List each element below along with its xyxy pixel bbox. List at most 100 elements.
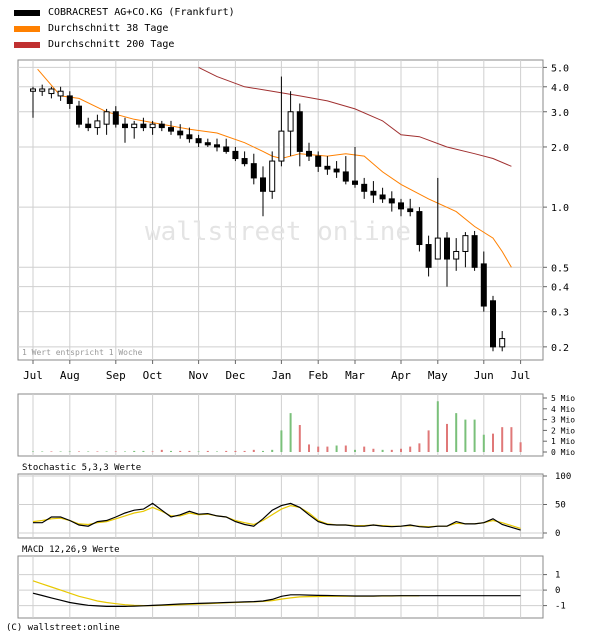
legend-swatch-ma200 — [14, 42, 40, 48]
volume-bar — [363, 446, 366, 452]
volume-y-tick-label: 4 Mio — [551, 405, 575, 414]
candle-body — [361, 183, 368, 192]
volume-bar — [372, 448, 375, 452]
legend-swatch-price — [14, 10, 40, 16]
candle-body — [66, 95, 73, 104]
chart-legend: COBRACREST AG+CO.KG (Frankfurt) Durchsch… — [0, 0, 600, 54]
price-x-tick-label: Dec — [225, 369, 245, 382]
volume-bar — [298, 425, 301, 452]
volume-y-tick-label: 1 Mio — [551, 437, 575, 446]
candle-body — [149, 123, 156, 129]
candle-body — [140, 123, 147, 129]
volume-bar — [280, 430, 283, 452]
candle-body — [94, 120, 101, 129]
candle-body — [333, 168, 340, 173]
volume-bar — [317, 446, 320, 452]
volume-bar — [446, 423, 448, 452]
candle-body — [453, 250, 460, 260]
volume-bar — [482, 434, 485, 452]
candle-body — [122, 123, 128, 129]
price-y-tick-label: 3.0 — [551, 108, 569, 119]
legend-label-price: COBRACREST AG+CO.KG (Frankfurt) — [48, 7, 235, 18]
volume-bar — [418, 443, 421, 452]
candle-body — [499, 338, 506, 348]
candle-body — [204, 142, 211, 146]
price-x-tick-label: Aug — [60, 369, 80, 382]
volume-bar — [216, 451, 218, 452]
volume-gridlines — [32, 394, 522, 456]
volume-bar — [473, 419, 476, 452]
stochastic-y-tick-label: 50 — [555, 501, 566, 511]
macd-y-tick-label: 1 — [555, 571, 560, 581]
price-candles — [30, 76, 506, 352]
candle-body — [370, 190, 377, 196]
volume-bar — [59, 451, 62, 452]
candle-body — [462, 235, 469, 252]
candle-body — [250, 163, 257, 179]
price-panel-frame — [17, 59, 544, 361]
price-x-tick-label: May — [428, 369, 448, 382]
volume-bar — [133, 450, 136, 452]
volume-bar — [400, 448, 402, 452]
volume-bars — [32, 401, 522, 452]
candle-body — [480, 263, 487, 307]
ma200-path — [198, 66, 512, 167]
price-x-tick-label: Nov — [189, 369, 209, 382]
watermark: wallstreet online — [145, 217, 411, 247]
candle-body — [379, 194, 386, 200]
volume-y-tick-label: 5 Mio — [551, 394, 575, 403]
candle-body — [444, 237, 450, 260]
stochastic-title: Stochastic 5,3,3 Werte — [22, 463, 141, 473]
candle-body — [76, 105, 82, 125]
legend-label-ma200: Durchschnitt 200 Tage — [48, 39, 175, 50]
macd-gridlines — [18, 556, 543, 618]
stochastic-y-tick-label: 0 — [555, 529, 560, 539]
candle-body — [425, 244, 432, 268]
candle-body — [352, 180, 358, 185]
price-y-tick-label: 0.3 — [551, 308, 569, 319]
candle-body — [168, 127, 174, 132]
volume-bar — [160, 449, 163, 452]
candle-body — [112, 111, 119, 125]
price-y-tick-label: 1.0 — [551, 203, 569, 214]
price-y-axis: 5.0 4.0 3.0 2.0 1.0 0.5 0.4 0.3 0.2 — [543, 63, 569, 354]
ma200-line — [198, 66, 512, 167]
price-note: 1 Wert entspricht 1 Woche — [22, 348, 143, 357]
candle-body — [131, 123, 138, 129]
candle-body — [85, 123, 92, 129]
volume-bar — [179, 450, 182, 452]
price-y-tick-label: 0.5 — [551, 263, 569, 274]
candle-body — [416, 211, 423, 246]
candle-body — [407, 208, 414, 213]
macd-y-tick-label: 0 — [555, 586, 560, 596]
volume-bar — [225, 450, 228, 452]
macd-panel-frame — [17, 555, 544, 619]
volume-y-tick-label: 3 Mio — [551, 416, 575, 425]
stochastic-lines — [32, 502, 521, 531]
price-x-tick-label: Sep — [106, 369, 126, 382]
macd-panel: MACD 12,26,9 Werte 1 0 -1 — [17, 545, 566, 619]
legend-swatch-ma38 — [14, 26, 40, 32]
candle-body — [324, 165, 331, 170]
candle-body — [214, 144, 220, 148]
volume-bar — [427, 430, 430, 452]
volume-bar — [234, 450, 237, 452]
legend-label-ma38: Durchschnitt 38 Tage — [48, 23, 169, 34]
candle-body — [232, 150, 239, 160]
candle-body — [39, 88, 46, 92]
volume-bar — [68, 451, 71, 452]
volume-bar — [124, 451, 126, 452]
stochastic-gridlines — [18, 474, 543, 538]
volume-bar — [206, 450, 209, 452]
price-x-axis: Jul Aug Sep Oct Nov Dec Jan Feb Mar Apr May Jun Jul — [23, 360, 531, 382]
volume-bar — [188, 450, 191, 452]
price-y-tick-label: 0.4 — [551, 283, 569, 294]
volume-y-tick-label: 2 Mio — [551, 426, 575, 435]
volume-bar — [243, 450, 246, 452]
price-y-tick-label: 2.0 — [551, 143, 569, 154]
volume-bar — [87, 451, 90, 452]
stochastic-panel: Stochastic 5,3,3 Werte 0 50 100 — [17, 463, 571, 539]
volume-bar — [142, 450, 145, 452]
price-panel: wallstreet online 5.0 4.0 3.0 2.0 1.0 0.5 0.4 0… — [17, 59, 569, 382]
